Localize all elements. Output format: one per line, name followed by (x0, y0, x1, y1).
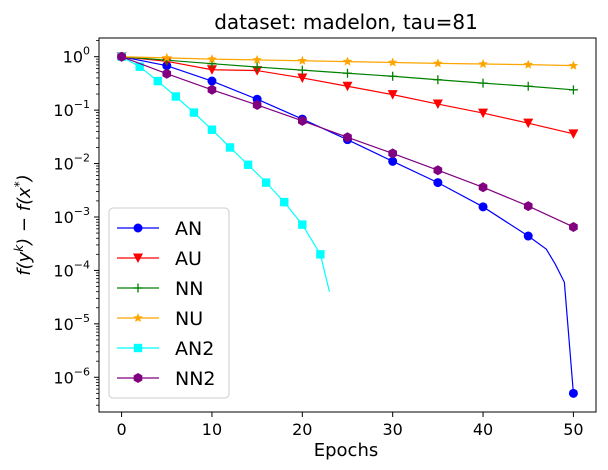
y-tick-label: 10−1 (53, 98, 90, 120)
data-point (432, 99, 443, 110)
data-point (388, 156, 398, 166)
data-point (252, 99, 262, 110)
data-point (387, 57, 398, 67)
data-point (478, 59, 488, 69)
data-point (568, 129, 579, 139)
legend-label: NN (175, 278, 203, 300)
data-point (388, 148, 398, 159)
x-tick-label: 20 (292, 420, 312, 439)
axes-frame (98, 37, 597, 413)
x-tick-label: 40 (473, 420, 493, 439)
y-tick-label: 10−4 (53, 258, 90, 280)
data-point (117, 51, 126, 62)
data-point (297, 55, 308, 65)
series-line (121, 56, 575, 394)
data-point (162, 68, 172, 79)
data-point (225, 143, 235, 152)
data-point (342, 81, 353, 92)
y-axis-label: f(yk) − f(x*) (12, 174, 35, 276)
y-tick-label: 10−6 (53, 365, 90, 387)
data-point (523, 118, 534, 129)
data-point (243, 160, 253, 169)
data-point (568, 85, 578, 95)
data-point (207, 125, 217, 134)
y-tick-label: 100 (63, 45, 90, 67)
legend-label: NU (175, 308, 203, 330)
y-tick-label: 10−5 (53, 312, 90, 334)
y-tick-label: 10−3 (53, 205, 90, 227)
legend-entry-nn2: NN2 (117, 368, 216, 390)
data-point (297, 73, 308, 83)
x-tick-label: 30 (383, 420, 403, 439)
data-point (252, 62, 262, 72)
data-point (478, 78, 488, 88)
data-point (207, 54, 217, 64)
legend-entry-an: AN (117, 218, 202, 240)
legend-entry-au: AU (117, 248, 202, 270)
data-point (568, 60, 579, 70)
y-tick-label: 10−2 (53, 152, 90, 174)
data-point (433, 75, 443, 85)
data-point (569, 221, 578, 232)
data-point (343, 132, 352, 143)
data-point (206, 65, 217, 75)
chart-title: dataset: madelon, tau=81 (214, 10, 478, 34)
data-point (478, 202, 488, 212)
legend-label: AN (175, 218, 202, 240)
data-point (298, 220, 307, 229)
data-point (162, 52, 172, 62)
legend-marker (133, 223, 143, 233)
data-point (297, 65, 307, 75)
data-point (343, 68, 352, 78)
data-point (478, 182, 488, 193)
series-nn (117, 52, 578, 95)
series-an2 (117, 52, 331, 292)
legend-entry-an2: AN2 (117, 338, 214, 360)
data-point (316, 250, 325, 259)
data-point (153, 76, 162, 86)
data-point (342, 56, 353, 66)
legend-entry-nu: NU (117, 308, 203, 330)
data-point (387, 90, 398, 100)
data-point (252, 54, 262, 64)
data-point (189, 108, 199, 117)
data-point (388, 71, 398, 81)
data-point (523, 201, 533, 212)
data-point (478, 108, 489, 119)
x-tick-label: 0 (116, 420, 126, 439)
data-point (568, 388, 578, 398)
data-point (433, 165, 443, 176)
legend-marker (133, 313, 143, 323)
series-nn2 (117, 51, 578, 232)
legend-marker (133, 253, 143, 263)
data-point (135, 62, 144, 71)
legend-entry-nn: NN (117, 278, 203, 300)
data-point (433, 58, 443, 68)
legend-marker (133, 373, 143, 383)
data-point (171, 92, 181, 101)
legend-marker (133, 283, 143, 293)
data-point (523, 231, 533, 241)
legend-label: AU (175, 248, 202, 270)
data-point (207, 84, 217, 95)
data-point (523, 81, 533, 91)
x-axis-label: Epochs (314, 440, 379, 461)
legend-marker (133, 343, 143, 353)
x-tick-label: 50 (563, 420, 583, 439)
data-point (523, 59, 533, 69)
legend-label: NN2 (175, 368, 216, 390)
data-point (280, 197, 289, 207)
legend-label: AN2 (175, 338, 214, 360)
x-tick-label: 10 (202, 420, 222, 439)
legend: AN AU NN NU AN2 NN2 (108, 207, 230, 399)
data-point (261, 178, 271, 187)
plot-area: 0 10 20 30 40 50 100 10−1 10−2 10−3 10−4 10−5 10−6 (53, 37, 597, 439)
data-point (207, 76, 217, 86)
data-point (433, 178, 443, 188)
data-point (297, 115, 307, 126)
